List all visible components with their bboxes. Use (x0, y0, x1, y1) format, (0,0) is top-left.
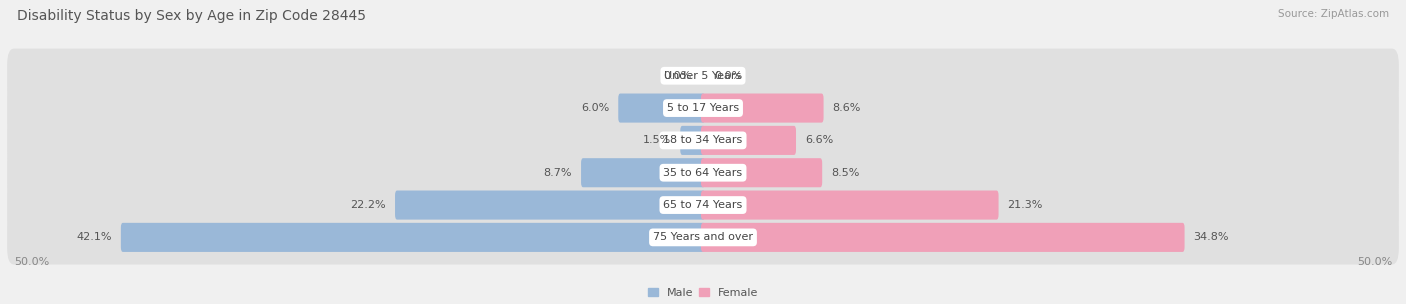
Text: 18 to 34 Years: 18 to 34 Years (664, 135, 742, 145)
Legend: Male, Female: Male, Female (648, 288, 758, 298)
FancyBboxPatch shape (7, 146, 1399, 200)
Text: 8.7%: 8.7% (544, 168, 572, 178)
Text: 21.3%: 21.3% (1008, 200, 1043, 210)
FancyBboxPatch shape (7, 81, 1399, 135)
FancyBboxPatch shape (395, 191, 704, 219)
Text: 50.0%: 50.0% (14, 257, 49, 268)
Text: 42.1%: 42.1% (76, 232, 112, 242)
FancyBboxPatch shape (7, 113, 1399, 168)
Text: 6.0%: 6.0% (581, 103, 609, 113)
Text: 35 to 64 Years: 35 to 64 Years (664, 168, 742, 178)
Text: 34.8%: 34.8% (1194, 232, 1229, 242)
Text: 5 to 17 Years: 5 to 17 Years (666, 103, 740, 113)
Text: 0.0%: 0.0% (714, 71, 742, 81)
Text: 1.5%: 1.5% (643, 135, 671, 145)
FancyBboxPatch shape (702, 126, 796, 155)
Text: 22.2%: 22.2% (350, 200, 387, 210)
Text: 50.0%: 50.0% (1357, 257, 1392, 268)
Text: 75 Years and over: 75 Years and over (652, 232, 754, 242)
FancyBboxPatch shape (702, 94, 824, 123)
FancyBboxPatch shape (581, 158, 704, 187)
Text: 6.6%: 6.6% (806, 135, 834, 145)
FancyBboxPatch shape (619, 94, 704, 123)
FancyBboxPatch shape (7, 210, 1399, 264)
Text: 8.5%: 8.5% (831, 168, 859, 178)
FancyBboxPatch shape (702, 223, 1185, 252)
FancyBboxPatch shape (7, 49, 1399, 103)
FancyBboxPatch shape (702, 158, 823, 187)
FancyBboxPatch shape (121, 223, 704, 252)
Text: 65 to 74 Years: 65 to 74 Years (664, 200, 742, 210)
Text: Source: ZipAtlas.com: Source: ZipAtlas.com (1278, 9, 1389, 19)
Text: Disability Status by Sex by Age in Zip Code 28445: Disability Status by Sex by Age in Zip C… (17, 9, 366, 23)
FancyBboxPatch shape (681, 126, 704, 155)
Text: 8.6%: 8.6% (832, 103, 860, 113)
FancyBboxPatch shape (702, 191, 998, 219)
FancyBboxPatch shape (7, 178, 1399, 232)
Text: 0.0%: 0.0% (664, 71, 692, 81)
Text: Under 5 Years: Under 5 Years (665, 71, 741, 81)
